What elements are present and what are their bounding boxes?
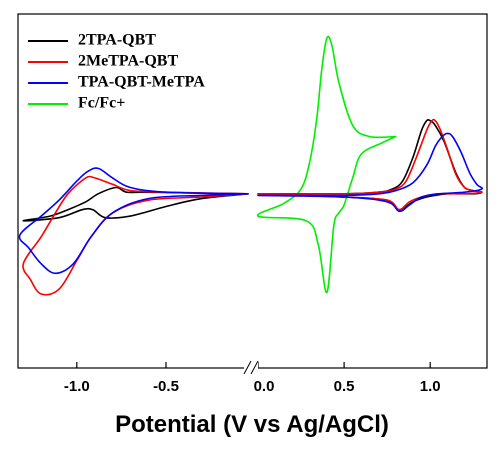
series-line-2tpa-qbt: [22, 186, 249, 222]
x-tick-label-0-0: 0.0: [254, 378, 275, 395]
x-tick-label-0-5: -0.5: [153, 378, 179, 395]
legend-item-2tpa-qbt: 2TPA-QBT: [28, 32, 156, 49]
axis-break-mark-left: [243, 360, 252, 375]
x-tick-label-0-5: 0.5: [334, 378, 355, 395]
legend-item-fc-fc: Fc/Fc+: [28, 95, 125, 112]
legend: 2TPA-QBT 2MeTPA-QBT TPA-QBT-MeTPA Fc/Fc+: [28, 32, 205, 112]
legend-item-2metpa-qbt: 2MeTPA-QBT: [28, 53, 178, 70]
axis-break-mark-right: [250, 360, 259, 375]
series-line-fc-fc: [256, 35, 397, 294]
series-line-tpa-qbt-metpa-ox: [257, 132, 484, 213]
series-line-2metpa-qbt-ox: [257, 118, 483, 211]
axis-break: [243, 360, 259, 375]
legend-item-tpa-qbt-metpa: TPA-QBT-MeTPA: [28, 74, 205, 91]
chart-curves: [18, 35, 484, 296]
x-tick-label-1-0: 1.0: [420, 378, 441, 395]
x-axis-label: Potential (V vs Ag/AgCl): [115, 411, 389, 438]
x-tick-label-1-0: -1.0: [64, 378, 90, 395]
series-line-tpa-qbt-metpa: [18, 167, 249, 275]
legend-label-fc-fc: Fc/Fc+: [78, 95, 125, 112]
axis-break-mask: [244, 360, 258, 374]
x-axis-tick-labels: -1.0 -0.5 0.0 0.5 1.0: [64, 378, 441, 395]
legend-label-2tpa-qbt: 2TPA-QBT: [78, 32, 156, 49]
legend-label-2metpa-qbt: 2MeTPA-QBT: [78, 53, 178, 70]
legend-label-tpa-qbt-metpa: TPA-QBT-MeTPA: [78, 74, 205, 91]
